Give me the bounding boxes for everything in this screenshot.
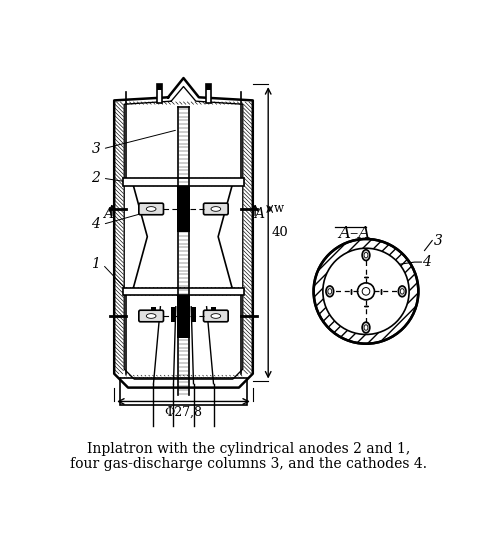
Circle shape [357,283,374,300]
Text: 4: 4 [91,217,100,231]
Bar [122,287,244,295]
Bar [122,178,244,186]
Ellipse shape [363,325,367,330]
Bar [177,186,189,232]
Bar [205,84,211,103]
Text: 3: 3 [91,142,100,156]
Text: 2: 2 [91,171,100,185]
Polygon shape [114,78,252,387]
Ellipse shape [362,322,369,333]
Text: Φ27,8: Φ27,8 [164,406,202,418]
Circle shape [362,287,369,295]
Circle shape [322,248,408,334]
FancyBboxPatch shape [138,203,163,215]
Text: four gas-discharge columns 3, and the cathodes 4.: four gas-discharge columns 3, and the ca… [70,457,426,471]
Ellipse shape [397,286,405,297]
Bar [151,307,155,322]
Text: A: A [103,207,113,220]
Bar [156,84,162,103]
Ellipse shape [325,286,333,297]
Text: Inplatron with the cylindrical anodes 2 and 1,: Inplatron with the cylindrical anodes 2 … [86,441,409,455]
Bar [205,84,211,90]
Ellipse shape [146,207,156,211]
Circle shape [313,239,418,343]
FancyBboxPatch shape [138,310,163,322]
FancyBboxPatch shape [203,310,227,322]
Text: 40: 40 [272,226,288,239]
Text: w: w [273,202,283,216]
Text: A–A: A–A [337,225,370,242]
Ellipse shape [399,289,403,294]
Text: A: A [254,207,263,220]
Bar [120,378,246,404]
Ellipse shape [211,207,220,211]
Text: 1: 1 [91,257,100,271]
Ellipse shape [327,289,331,294]
Ellipse shape [146,314,156,318]
Bar [211,307,215,322]
FancyBboxPatch shape [203,203,227,215]
Text: 4: 4 [422,255,430,269]
Bar [177,295,189,338]
Ellipse shape [362,250,369,261]
Ellipse shape [363,253,367,258]
Bar [171,307,175,322]
Bar [191,307,196,322]
Text: 3: 3 [433,234,442,248]
Ellipse shape [211,314,220,318]
Bar [156,84,162,90]
